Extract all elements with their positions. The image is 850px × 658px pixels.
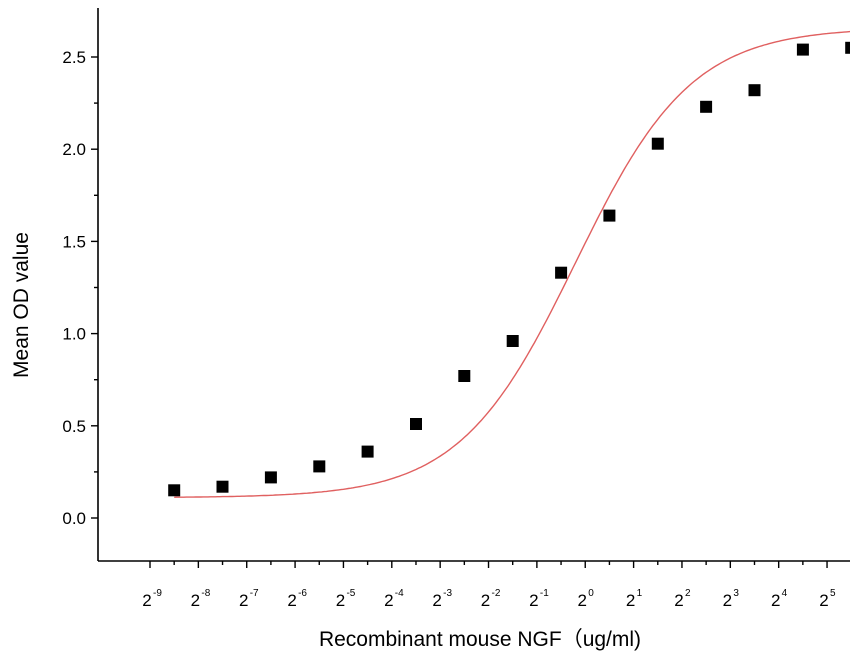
data-point bbox=[410, 418, 422, 430]
y-tick-label: 0.5 bbox=[62, 417, 86, 436]
y-tick-label: 1.5 bbox=[62, 232, 86, 251]
data-point bbox=[748, 84, 761, 97]
x-tick-label: 2 bbox=[481, 591, 490, 610]
x-tick-exponent: -1 bbox=[540, 588, 549, 599]
x-axis-title: Recombinant mouse NGF（ug/ml) bbox=[319, 628, 641, 651]
y-axis-title: Mean OD value bbox=[10, 232, 33, 378]
y-tick-label: 2.5 bbox=[62, 48, 86, 67]
x-tick-label: 2 bbox=[578, 591, 587, 610]
axes bbox=[97, 8, 850, 562]
x-tick-exponent: 5 bbox=[830, 588, 836, 599]
data-point bbox=[361, 445, 374, 458]
x-tick-exponent: -2 bbox=[492, 588, 501, 599]
x-tick-exponent: 1 bbox=[637, 588, 643, 599]
data-point bbox=[216, 480, 229, 493]
data-point bbox=[603, 209, 616, 222]
data-points bbox=[168, 41, 850, 497]
x-tick-exponent: 0 bbox=[588, 588, 594, 599]
x-tick-label: 2 bbox=[819, 591, 828, 610]
y-tick-label: 1.0 bbox=[62, 325, 86, 344]
x-tick-exponent: 2 bbox=[685, 588, 691, 599]
data-point bbox=[458, 370, 471, 382]
x-tick-exponent: -4 bbox=[395, 588, 404, 599]
data-point bbox=[845, 41, 850, 54]
data-point bbox=[796, 43, 809, 56]
x-ticks: 2 -9 2 -8 2 -7 2 -6 2 -5 2 -4 2 -3 2 -2 2 -1 2 0 2 1 2 2 2 3 2 4 2 5 bbox=[142, 561, 836, 610]
data-point bbox=[313, 460, 326, 473]
x-tick-exponent: -9 bbox=[153, 588, 162, 599]
data-point bbox=[651, 137, 664, 150]
data-point bbox=[700, 100, 713, 113]
x-tick-label: 2 bbox=[674, 591, 683, 610]
y-tick-label: 2.0 bbox=[62, 140, 86, 159]
y-ticks: 0.0 0.5 1.0 1.5 2.0 2.5 bbox=[62, 48, 98, 528]
x-tick-exponent: -3 bbox=[443, 588, 452, 599]
x-tick-label: 2 bbox=[771, 591, 780, 610]
data-point bbox=[555, 266, 568, 279]
data-point bbox=[264, 471, 277, 484]
x-tick-label: 2 bbox=[432, 591, 441, 610]
x-tick-exponent: -6 bbox=[298, 588, 307, 599]
x-tick-label: 2 bbox=[723, 591, 732, 610]
x-tick-label: 2 bbox=[336, 591, 345, 610]
x-tick-exponent: 4 bbox=[782, 588, 788, 599]
data-point bbox=[168, 484, 181, 497]
x-tick-exponent: -5 bbox=[346, 588, 355, 599]
x-tick-label: 2 bbox=[239, 591, 248, 610]
x-tick-exponent: 3 bbox=[733, 588, 739, 599]
x-tick-label: 2 bbox=[626, 591, 635, 610]
y-tick-label: 0.0 bbox=[62, 509, 86, 528]
x-tick-label: 2 bbox=[142, 591, 151, 610]
x-tick-label: 2 bbox=[384, 591, 393, 610]
fit-curve bbox=[174, 30, 850, 498]
x-tick-label: 2 bbox=[287, 591, 296, 610]
data-point bbox=[506, 335, 519, 347]
x-tick-label: 2 bbox=[529, 591, 538, 610]
x-tick-label: 2 bbox=[191, 591, 200, 610]
x-tick-exponent: -8 bbox=[201, 588, 210, 599]
x-tick-exponent: -7 bbox=[250, 588, 259, 599]
